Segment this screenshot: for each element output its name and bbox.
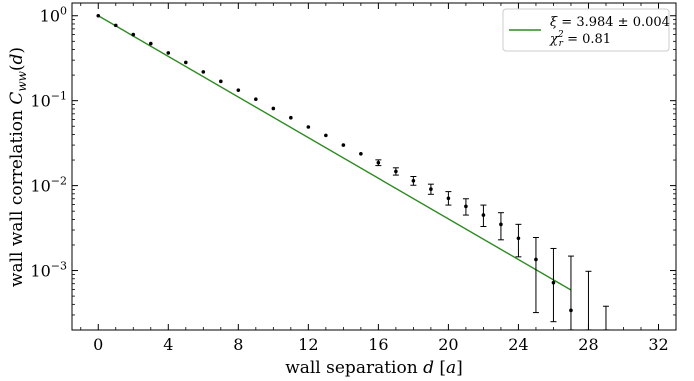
data-point	[306, 125, 311, 129]
y-tick-label: 10−2	[30, 175, 67, 196]
y-axis-label: wall wall correlation Cww(d)	[7, 47, 29, 287]
data-point	[411, 178, 416, 183]
data-point	[534, 257, 538, 262]
legend: ξ = 3.984 ± 0.004 χ2 r = 0.81	[502, 8, 670, 52]
y-tick-base: 10	[40, 7, 60, 26]
x-tick-label: 8	[233, 335, 243, 354]
y-tick-label: 10−1	[30, 90, 67, 111]
y-tick-label: 100	[40, 5, 67, 26]
data-point	[271, 106, 276, 111]
legend-box	[502, 8, 670, 52]
data-point	[359, 151, 363, 156]
x-tick-label: 0	[93, 335, 103, 354]
y-tick-exponent: −2	[51, 175, 67, 188]
x-axis-label: wall separation d [a]	[285, 358, 463, 378]
data-point	[289, 115, 293, 120]
data-point	[429, 187, 433, 191]
data-point	[516, 236, 521, 241]
data-point	[219, 79, 223, 84]
data-point	[481, 213, 486, 217]
y-tick-base: 10	[30, 92, 50, 111]
y-tick-exponent: −1	[51, 90, 67, 103]
data-point	[324, 133, 328, 138]
data-point	[341, 143, 346, 147]
data-point	[183, 60, 188, 65]
data-point	[96, 13, 101, 18]
legend-fit-label: ξ = 3.984 ± 0.004	[550, 15, 670, 30]
x-tick-label: 24	[508, 335, 528, 354]
x-tick-label: 4	[163, 335, 173, 354]
data-point	[113, 23, 118, 28]
y-tick-exponent: −3	[51, 260, 67, 273]
data-point	[464, 204, 468, 209]
data-point	[131, 32, 136, 37]
data-point	[446, 196, 451, 201]
data-marks	[96, 13, 609, 331]
data-point	[166, 51, 171, 55]
x-tick-label: 32	[648, 335, 668, 354]
x-tick-label: 16	[368, 335, 388, 354]
x-tick-label: 28	[578, 335, 598, 354]
data-point	[569, 308, 573, 313]
data-point	[499, 222, 503, 227]
data-point	[148, 41, 153, 46]
y-tick-label: 10−3	[30, 260, 67, 281]
fit-line	[97, 15, 572, 291]
data-point	[201, 70, 206, 74]
y-tick-exponent: 0	[60, 5, 67, 18]
data-point	[254, 97, 258, 102]
x-tick-label: 20	[438, 335, 458, 354]
y-tick-base: 10	[30, 262, 50, 281]
y-tick-base: 10	[30, 177, 50, 196]
data-point	[394, 169, 398, 174]
data-point	[551, 280, 556, 285]
data-point	[236, 88, 241, 92]
plot-frame	[71, 2, 677, 331]
x-tick-label: 12	[298, 335, 318, 354]
data-point	[376, 160, 381, 165]
legend-chi-label: χ2 r = 0.81	[549, 30, 611, 49]
